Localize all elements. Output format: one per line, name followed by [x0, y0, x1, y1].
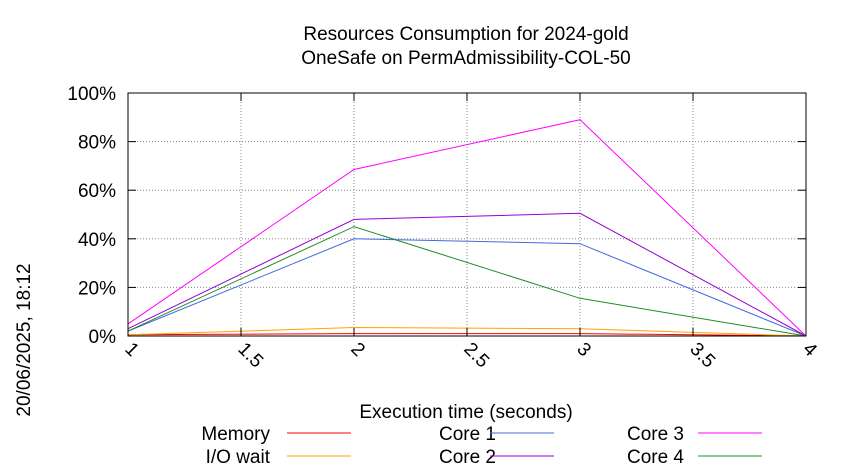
- x-tick-label: 1: [120, 339, 142, 361]
- y-tick-label: 100%: [67, 84, 116, 105]
- series-line-core-3: [127, 119, 807, 337]
- x-tick-label: 2: [346, 339, 368, 361]
- chart-title-line-1: Resources Consumption for 2024-gold: [303, 24, 628, 45]
- chart-title-line-2: OneSafe on PermAdmissibility-COL-50: [301, 48, 630, 69]
- y-tick-label: 40%: [78, 230, 116, 251]
- series-line-core-2: [127, 212, 807, 337]
- axis-ticks: 0% 20% 40% 60% 80% 100% 1 1.5 2 2.5 3 3.5 4: [67, 84, 821, 372]
- y-tick-label: 80%: [78, 133, 116, 154]
- legend-label: Core 1: [439, 424, 496, 445]
- side-timestamp-label: 20/06/2025, 18:12: [14, 263, 35, 416]
- x-tick-label: 4: [798, 339, 821, 362]
- x-tick-label: 2.5: [459, 339, 493, 373]
- legend-label: Core 2: [439, 447, 496, 468]
- grid-lines: [128, 93, 806, 336]
- x-axis-label: Execution time (seconds): [359, 402, 572, 423]
- legend-entry-i-o-wait: I/O wait: [206, 447, 351, 468]
- series-line-core-4: [127, 226, 807, 337]
- x-tick-label: 1.5: [233, 339, 267, 373]
- legend-entry-core-2: Core 2: [439, 447, 554, 468]
- y-tick-label: 20%: [78, 278, 116, 299]
- y-tick-label: 60%: [78, 181, 116, 202]
- legend-entry-core-4: Core 4: [627, 447, 762, 468]
- legend-entry-core-1: Core 1: [439, 424, 554, 445]
- legend-label: Core 4: [627, 447, 684, 468]
- legend-entry-memory: Memory: [201, 424, 351, 445]
- legend-label: Core 3: [627, 424, 684, 445]
- legend-label: Memory: [201, 424, 270, 445]
- legend-label: I/O wait: [206, 447, 271, 468]
- x-tick-label: 3.5: [685, 339, 719, 373]
- legend-entry-core-3: Core 3: [627, 424, 762, 445]
- x-tick-label: 3: [572, 339, 594, 361]
- y-tick-label: 0%: [89, 327, 117, 348]
- series-line-core-1: [127, 238, 807, 337]
